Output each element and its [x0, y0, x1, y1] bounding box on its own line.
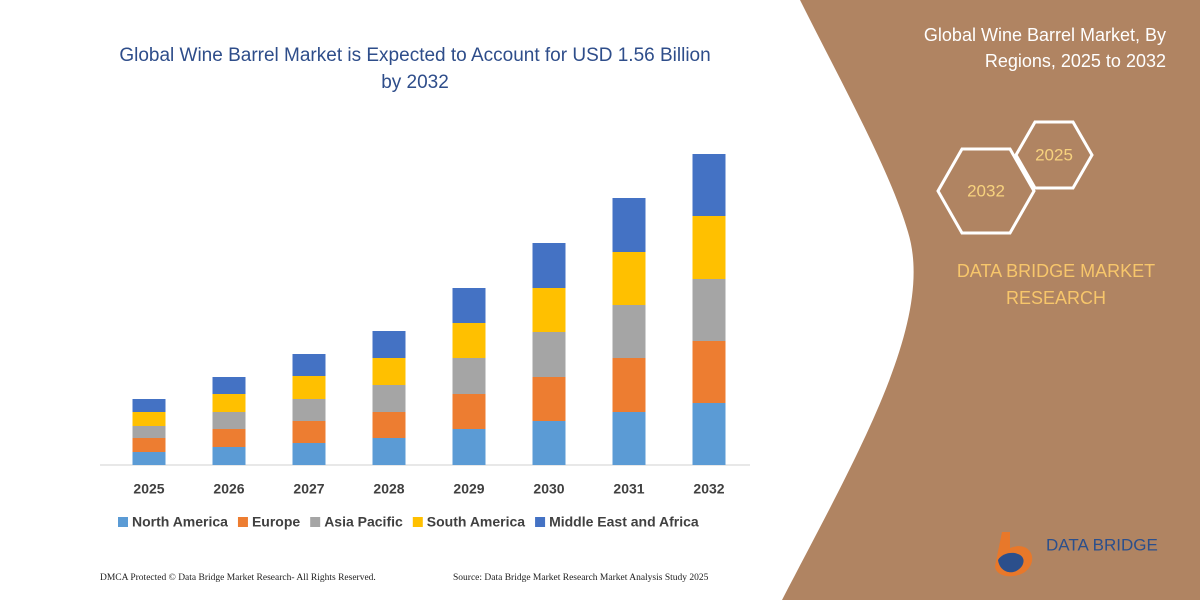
- plot: 2025 2026 2027 2028 2029 2030 2031 2032 North Am…: [100, 154, 750, 530]
- bar-segment: [292, 443, 326, 465]
- bar-segment: [132, 426, 166, 438]
- bar-segment: [212, 447, 246, 465]
- x-tick-label: 2025: [133, 481, 164, 497]
- bar-segment: [532, 243, 566, 288]
- bar-segment: [692, 216, 726, 279]
- footer-note: DMCA Protected © Data Bridge Market Rese…: [100, 573, 376, 583]
- bar-segment: [212, 394, 246, 412]
- hexagon-label: 2032: [967, 181, 1005, 200]
- bar-segment: [692, 154, 726, 216]
- bar-segment: [692, 341, 726, 403]
- bar-segment: [452, 358, 486, 394]
- footer-source: Source: Data Bridge Market Research Mark…: [453, 573, 709, 583]
- chart-title: Global Wine Barrel Market is Expected to…: [119, 45, 711, 93]
- bar-segment: [452, 429, 486, 465]
- logo-icon: [998, 552, 1024, 573]
- legend-label: North America: [132, 514, 228, 530]
- bar-segment: [212, 412, 246, 429]
- bar-segment: [612, 198, 646, 252]
- bar-segment: [612, 412, 646, 465]
- x-tick-label: 2027: [293, 481, 324, 497]
- legend-swatch: [237, 517, 248, 527]
- x-tick-label: 2028: [373, 481, 404, 497]
- bar-segment: [532, 421, 566, 465]
- bar-segment: [372, 438, 406, 465]
- legend-swatch: [118, 517, 128, 527]
- bar-segment: [132, 412, 166, 426]
- x-tick-label: 2031: [613, 481, 644, 497]
- bar-segment: [452, 394, 486, 429]
- bar-segment: [612, 358, 646, 412]
- hexagon: [936, 147, 1036, 235]
- bar-segment: [372, 358, 406, 385]
- legend-label: Asia Pacific: [324, 514, 403, 530]
- legend-label: Europe: [252, 514, 300, 530]
- legend-swatch: [535, 517, 546, 527]
- bar-segment: [212, 429, 246, 447]
- bar-segment: [532, 288, 566, 332]
- bar-segment: [292, 376, 326, 399]
- bar-segment: [452, 323, 486, 358]
- hexagon: [1014, 120, 1094, 190]
- bar-segment: [532, 332, 566, 377]
- bar-segment: [292, 354, 326, 376]
- legend-swatch: [310, 517, 321, 527]
- logo-text: DATA BRIDGE: [1046, 535, 1158, 554]
- bar-segment: [132, 452, 166, 465]
- bar-segment: [532, 377, 566, 421]
- bar-segment: [132, 438, 166, 452]
- legend-label: South America: [427, 514, 525, 530]
- bar-segment: [692, 403, 726, 465]
- legend-label: Middle East and Africa: [549, 514, 699, 530]
- hexagon-label: 2025: [1035, 145, 1073, 164]
- side-panel: [782, 0, 1200, 600]
- bar-segment: [212, 377, 246, 394]
- x-tick-label: 2032: [693, 481, 724, 497]
- bar-segment: [372, 412, 406, 438]
- brand: DATA BRIDGE MARKET RESEARCH: [956, 261, 1156, 308]
- bar-segment: [372, 331, 406, 358]
- bar-segment: [612, 305, 646, 358]
- x-tick-label: 2026: [213, 481, 244, 497]
- bar-segment: [612, 252, 646, 305]
- bar-segment: [292, 421, 326, 443]
- legend-swatch: [412, 517, 423, 527]
- bar-segment: [292, 399, 326, 421]
- bar-segment: [372, 385, 406, 412]
- bar-segment: [692, 279, 726, 341]
- bar-segment: [452, 288, 486, 323]
- bar-segment: [132, 399, 166, 412]
- panel-title: Global Wine Barrel Market, By Regions, 2…: [923, 25, 1166, 71]
- x-tick-label: 2030: [533, 481, 564, 497]
- x-tick-label: 2029: [453, 481, 484, 497]
